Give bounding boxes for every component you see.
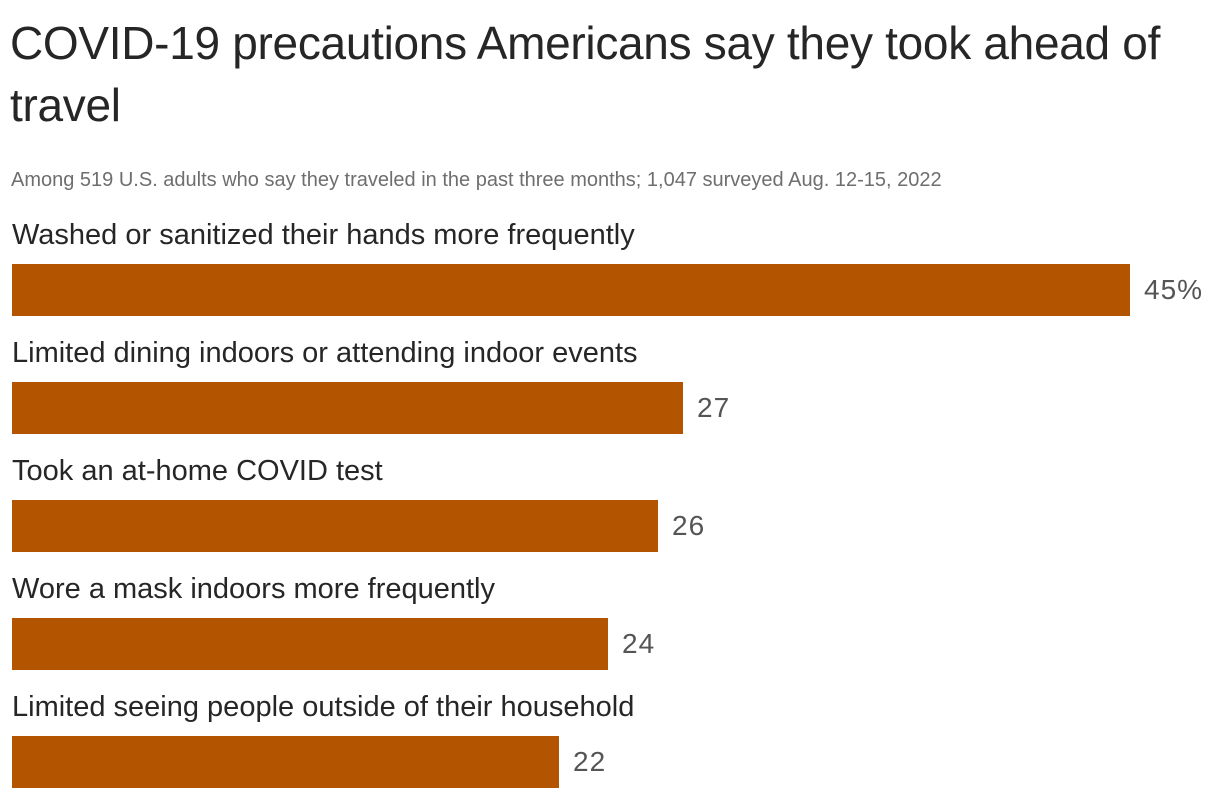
bar-value-label: 24 <box>622 628 656 659</box>
bar-group: Limited seeing people outside of their h… <box>12 690 1212 800</box>
chart-title: COVID-19 precautions Americans say they … <box>10 17 1161 131</box>
bar-value-label: 26 <box>672 510 706 541</box>
bar-value-label: 27 <box>697 392 731 423</box>
bar <box>12 500 658 552</box>
bar-group: Limited dining indoors or attending indo… <box>12 336 1212 446</box>
bar-label: Limited seeing people outside of their h… <box>12 691 635 723</box>
bar <box>12 736 559 788</box>
bar-group: Wore a mask indoors more frequently 24 <box>12 572 1212 682</box>
bar-value-label: 45% <box>1144 274 1204 305</box>
bar <box>12 382 683 434</box>
chart-subtitle: Among 519 U.S. adults who say they trave… <box>11 169 942 191</box>
bar-label: Wore a mask indoors more frequently <box>12 573 496 605</box>
bar-group: Washed or sanitized their hands more fre… <box>12 218 1212 328</box>
bar-label: Washed or sanitized their hands more fre… <box>12 219 635 251</box>
bar-value-label: 22 <box>573 746 607 777</box>
bar-label: Took an at-home COVID test <box>12 455 383 487</box>
bar <box>12 618 608 670</box>
bar-group: Took an at-home COVID test 26 <box>12 454 1212 564</box>
bar-label: Limited dining indoors or attending indo… <box>12 337 638 369</box>
bar <box>12 264 1130 316</box>
